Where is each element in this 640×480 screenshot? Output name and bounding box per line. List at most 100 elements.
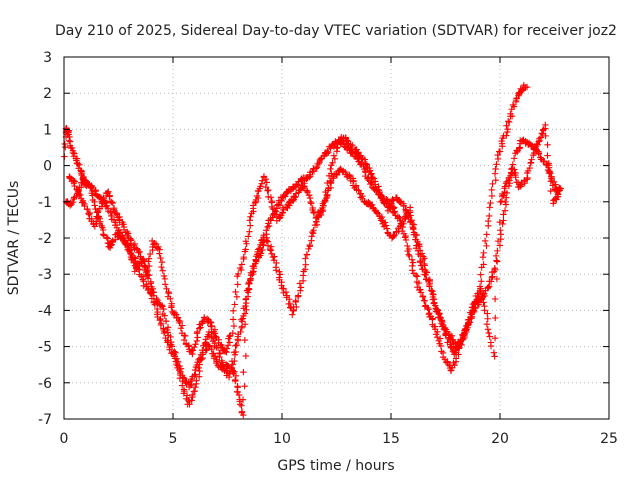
plus-marker <box>69 149 77 157</box>
plus-marker <box>333 145 341 152</box>
plus-marker <box>175 366 183 374</box>
plus-marker <box>370 175 378 182</box>
plus-marker <box>478 278 485 285</box>
plus-marker <box>412 272 420 279</box>
data-point <box>300 180 313 199</box>
plus-marker <box>486 333 493 340</box>
plus-marker <box>361 156 369 163</box>
plus-marker <box>448 332 456 339</box>
plus-marker <box>208 322 216 330</box>
data-point <box>156 250 169 288</box>
data-point <box>491 218 504 360</box>
data-point <box>364 174 376 191</box>
plus-marker <box>527 159 535 166</box>
plus-marker <box>436 313 443 321</box>
data-point <box>530 137 543 159</box>
plus-marker <box>241 310 249 317</box>
data-point <box>69 147 81 164</box>
plus-marker <box>196 367 203 375</box>
data-point <box>296 261 309 294</box>
plus-marker <box>323 194 330 202</box>
plus-marker <box>396 214 403 221</box>
plus-marker <box>264 242 272 249</box>
plus-marker <box>126 248 133 255</box>
plus-marker <box>236 264 244 272</box>
plus-marker <box>293 303 300 311</box>
data-point <box>118 235 132 253</box>
data-point <box>487 161 500 207</box>
plus-marker <box>92 218 100 225</box>
y-tick-label: 0 <box>43 159 52 175</box>
plus-marker <box>481 237 489 245</box>
plus-marker <box>447 344 455 352</box>
plus-marker <box>509 101 517 109</box>
plus-marker <box>556 184 563 192</box>
plus-marker <box>226 339 233 346</box>
plus-marker <box>504 125 512 133</box>
plus-marker <box>483 242 490 250</box>
plus-marker <box>478 296 486 303</box>
data-point <box>355 187 368 206</box>
plus-marker <box>496 218 504 226</box>
plus-marker <box>421 262 428 269</box>
plus-marker <box>208 345 215 353</box>
data-point <box>515 177 528 191</box>
plus-marker <box>238 402 245 409</box>
data-point <box>418 250 430 276</box>
plus-marker <box>251 199 259 206</box>
data-point <box>491 227 505 272</box>
plus-marker <box>500 217 507 224</box>
plus-marker <box>297 284 305 291</box>
plus-marker <box>405 251 412 258</box>
data-point <box>229 281 241 337</box>
plus-marker <box>238 261 246 268</box>
plus-marker <box>302 255 309 262</box>
data-point <box>409 262 423 291</box>
data-point <box>144 275 158 299</box>
plus-marker <box>207 323 215 330</box>
data-point <box>242 213 254 253</box>
data-point <box>205 328 219 349</box>
plus-marker <box>144 275 152 282</box>
plus-marker <box>223 345 231 352</box>
plus-marker <box>497 227 504 234</box>
plus-marker <box>488 192 496 200</box>
plus-marker <box>462 325 469 332</box>
plus-marker <box>330 175 337 182</box>
plus-marker <box>327 165 334 173</box>
plus-marker <box>108 198 115 206</box>
data-point <box>416 286 429 309</box>
data-point <box>143 243 156 280</box>
data-point <box>123 230 137 249</box>
plus-marker <box>65 137 73 144</box>
plus-marker <box>484 326 492 333</box>
data-point <box>289 292 302 318</box>
data-point <box>232 328 244 356</box>
plus-marker <box>222 348 230 355</box>
plus-marker <box>329 159 336 166</box>
plus-marker <box>278 197 285 205</box>
plus-marker <box>417 289 425 296</box>
plus-marker <box>310 208 317 216</box>
plus-marker <box>554 191 562 198</box>
plus-marker <box>319 206 326 214</box>
data-point <box>477 285 491 317</box>
plus-marker <box>301 182 308 190</box>
plus-marker <box>213 358 221 365</box>
plus-marker <box>264 187 271 194</box>
plus-marker <box>352 183 360 191</box>
plus-marker <box>146 262 153 270</box>
plus-marker <box>534 141 541 149</box>
plus-marker <box>285 300 292 308</box>
plus-marker <box>244 293 252 300</box>
plus-marker <box>66 174 73 181</box>
plus-marker <box>263 227 270 234</box>
plus-marker <box>382 222 390 229</box>
plus-marker <box>194 328 201 336</box>
plus-marker <box>216 350 224 357</box>
y-tick-label: -7 <box>38 412 52 428</box>
plus-marker <box>232 377 239 385</box>
plus-marker <box>212 333 219 340</box>
plus-marker <box>323 193 331 201</box>
